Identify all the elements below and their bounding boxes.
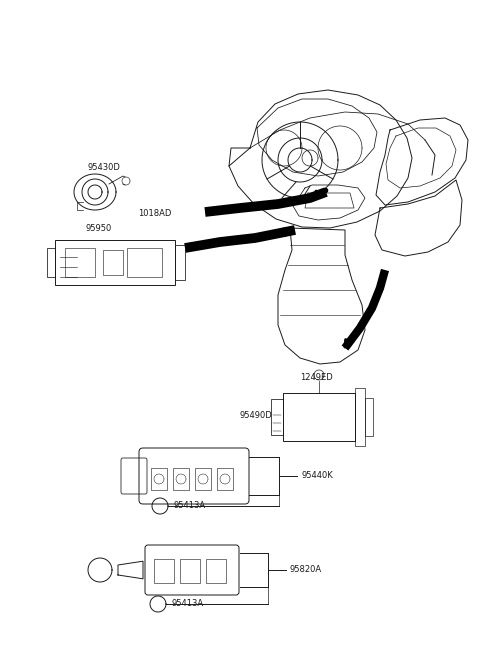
Text: 95820A: 95820A — [290, 565, 322, 575]
Text: 95440K: 95440K — [301, 472, 333, 480]
Bar — [180, 559, 200, 583]
Bar — [127, 248, 162, 277]
Bar — [206, 559, 226, 583]
Bar — [65, 248, 95, 277]
Bar — [365, 398, 373, 436]
Bar — [55, 240, 175, 285]
Bar — [217, 468, 233, 490]
Text: 1018AD: 1018AD — [138, 209, 171, 218]
Bar — [154, 559, 174, 583]
Bar — [271, 399, 283, 435]
Bar — [355, 388, 365, 446]
Text: 95430D: 95430D — [88, 163, 121, 172]
Bar — [151, 468, 167, 490]
Bar — [283, 393, 355, 441]
Text: 1249ED: 1249ED — [300, 373, 333, 382]
Bar — [195, 468, 211, 490]
Text: 95413A: 95413A — [174, 501, 206, 510]
Bar — [47, 248, 55, 277]
Bar — [175, 245, 185, 280]
Text: 95950: 95950 — [85, 224, 111, 233]
Bar — [103, 250, 123, 275]
Text: 95413A: 95413A — [172, 600, 204, 609]
Text: 95490D: 95490D — [240, 411, 273, 419]
Bar — [173, 468, 189, 490]
